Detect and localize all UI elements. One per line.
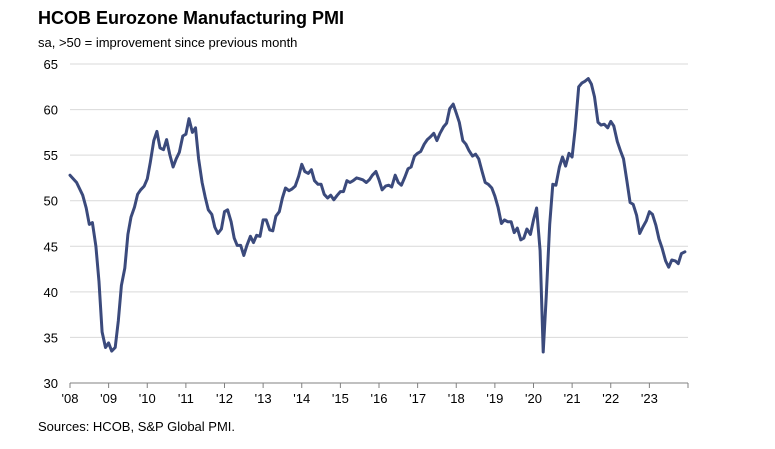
y-tick-label: 60 [44, 103, 58, 118]
y-tick-label: 65 [44, 57, 58, 72]
chart-title: HCOB Eurozone Manufacturing PMI [38, 8, 344, 28]
gridlines [70, 63, 688, 338]
y-axis-ticks: 30 35 40 45 50 55 60 65 [44, 57, 58, 391]
y-tick-label: 35 [44, 330, 58, 345]
x-axis-ticks: '08 '09 '10 '11 '12 '13 '14 '15 '16 '17 '18 '19 '20 '… [62, 383, 689, 406]
x-tick-label: '17 [409, 391, 426, 406]
chart-subtitle: sa, >50 = improvement since previous mon… [38, 35, 298, 50]
x-tick-label: '18 [448, 391, 465, 406]
x-tick-label: '21 [564, 391, 581, 406]
x-tick-label: '20 [525, 391, 542, 406]
x-tick-label: '09 [100, 391, 117, 406]
y-tick-label: 30 [44, 376, 58, 391]
y-tick-label: 55 [44, 148, 58, 163]
x-tick-label: '22 [602, 391, 619, 406]
y-tick-label: 50 [44, 194, 58, 209]
x-tick-label: '11 [178, 391, 194, 406]
x-tick-label: '19 [486, 391, 503, 406]
x-tick-label: '23 [641, 391, 658, 406]
y-tick-label: 45 [44, 239, 58, 254]
source-note: Sources: HCOB, S&P Global PMI. [38, 419, 235, 434]
x-tick-label: '08 [62, 391, 79, 406]
y-tick-label: 40 [44, 285, 58, 300]
x-tick-label: '13 [255, 391, 272, 406]
x-tick-label: '14 [293, 391, 310, 406]
x-tick-label: '15 [332, 391, 349, 406]
x-tick-label: '10 [139, 391, 156, 406]
pmi-series-line [68, 77, 687, 354]
x-tick-label: '12 [216, 391, 233, 406]
series-lines [68, 77, 687, 354]
x-tick-label: '16 [371, 391, 388, 406]
